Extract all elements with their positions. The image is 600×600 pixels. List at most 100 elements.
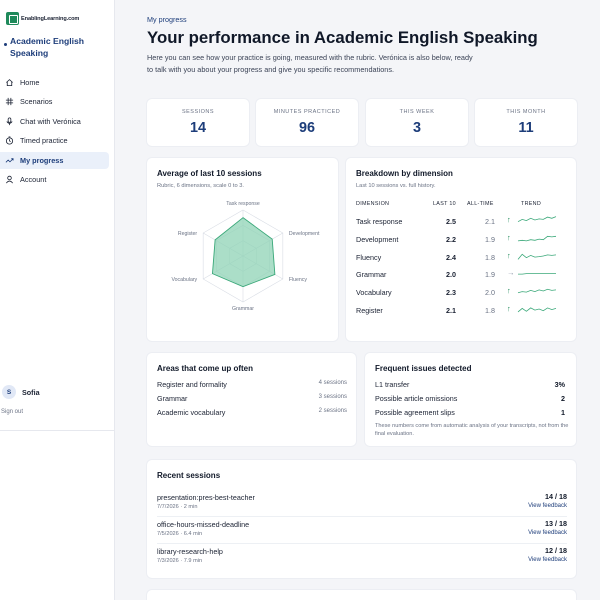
table-row: Grammar 2.0 1.9 → <box>356 268 566 282</box>
page-title: Your performance in Academic English Spe… <box>147 28 538 47</box>
list-item: Grammar 3 sessions <box>157 394 347 406</box>
course-dot-icon <box>4 43 7 46</box>
breakdown-subtitle: Last 10 sessions vs. full history. <box>356 183 436 189</box>
breakdown-title: Breakdown by dimension <box>356 169 453 178</box>
sparkline-series <box>518 273 556 275</box>
session-row[interactable]: office-hours-missed-deadline 7/5/2026 · … <box>157 518 567 544</box>
sidebar: EnablingLearning.com Academic English Sp… <box>0 0 115 600</box>
last10-value: 2.0 <box>446 270 456 279</box>
radar-card: Average of last 10 sessions Rubric, 6 di… <box>147 158 338 341</box>
dimension-name: Fluency <box>356 253 382 262</box>
radar-chart: Task response Development Fluency Grammar Vo… <box>171 201 319 312</box>
list-item: Academic vocabulary 2 sessions <box>157 408 347 420</box>
areas-title: Areas that come up often <box>157 364 254 373</box>
sparkline-series <box>517 235 557 242</box>
view-feedback-link[interactable]: View feedback <box>528 503 567 509</box>
sidebar-item-chat[interactable]: Chat with Verónica <box>0 113 109 130</box>
radar-subtitle: Rubric, 6 dimensions, scale 0 to 3. <box>157 183 244 189</box>
issue-name: L1 transfer <box>375 380 410 389</box>
session-meta: 7/5/2026 · 6.4 min <box>157 531 203 537</box>
area-name: Academic vocabulary <box>157 408 226 417</box>
sidebar-item-label: Chat with Verónica <box>20 116 81 126</box>
session-name: library-research-help <box>157 547 223 556</box>
sparkline <box>517 235 557 242</box>
stat-value: 96 <box>298 120 315 136</box>
issue-name: Possible agreement slips <box>375 408 455 417</box>
session-row[interactable]: presentation:pres-best-teacher 7/7/2026 … <box>157 491 567 517</box>
session-name: office-hours-missed-deadline <box>157 520 250 529</box>
stat-value: 3 <box>412 120 421 136</box>
list-item: Register and formality 4 sessions <box>157 380 347 392</box>
sidebar-item-label: Home <box>20 78 40 87</box>
sparkline <box>518 273 556 275</box>
view-feedback-link[interactable]: View feedback <box>528 530 567 536</box>
user-panel: S Sofia Sign out <box>0 385 115 415</box>
home-icon <box>5 78 14 87</box>
stat-card-this-month: THIS MONTH 11 <box>475 99 577 146</box>
last10-value: 2.2 <box>446 235 456 244</box>
area-count: 4 sessions <box>318 380 347 386</box>
last10-value: 2.5 <box>446 217 456 226</box>
sparkline-series <box>517 288 557 294</box>
sidebar-item-label: My progress <box>20 155 64 165</box>
view-feedback-link[interactable]: View feedback <box>528 557 567 563</box>
last10-value: 2.1 <box>446 306 456 315</box>
areas-card: Areas that come up often Register and fo… <box>147 353 356 446</box>
radar-series-area <box>211 217 276 288</box>
last10-value: 2.4 <box>446 253 456 262</box>
trend-up-icon: ↑ <box>507 233 511 242</box>
dimension-name: Grammar <box>356 270 387 279</box>
logo-icon <box>6 12 19 25</box>
radar-axis-label: Task response <box>226 201 260 207</box>
radar-axis-label: Vocabulary <box>171 277 197 283</box>
stat-label: THIS MONTH <box>506 109 546 115</box>
sign-out-link[interactable]: Sign out <box>1 409 24 415</box>
issue-name: Possible article omissions <box>375 394 458 403</box>
avatar: S <box>2 385 16 399</box>
area-name: Register and formality <box>157 380 227 389</box>
radar-axis-label: Fluency <box>289 277 308 283</box>
trend-up-icon: ↑ <box>507 286 511 295</box>
stat-card-minutes: MINUTES PRACTICED 96 <box>256 99 358 146</box>
area-count: 2 sessions <box>318 408 347 414</box>
session-score: 12 / 18 <box>545 546 567 555</box>
stat-card-this-week: THIS WEEK 3 <box>366 99 468 146</box>
sparkline <box>517 253 557 260</box>
brand-logo[interactable]: EnablingLearning.com <box>6 12 79 25</box>
user-profile[interactable]: S Sofia <box>0 385 115 399</box>
sidebar-item-home[interactable]: Home <box>0 74 109 91</box>
sidebar-item-label: Account <box>20 174 47 184</box>
session-meta: 7/3/2026 · 7.9 min <box>157 558 203 564</box>
sidebar-item-label: Timed practice <box>20 136 68 146</box>
sparkline-series <box>517 253 557 260</box>
next-card <box>147 590 576 600</box>
page-description: Here you can see how your practice is go… <box>147 53 473 75</box>
table-row: Development 2.2 1.9 ↑ <box>356 233 566 247</box>
list-item: L1 transfer 3% <box>375 380 565 392</box>
sidebar-nav: Home Scenarios Chat with Verónica Timed … <box>0 74 115 190</box>
trend-up-icon: ↑ <box>507 215 511 224</box>
sidebar-item-timed-practice[interactable]: Timed practice <box>0 132 109 149</box>
dimension-name: Register <box>356 306 383 315</box>
course-title: Academic English Speaking <box>10 36 85 58</box>
trend-up-icon: ↑ <box>507 304 511 313</box>
course-selector[interactable]: Academic English Speaking <box>4 35 112 59</box>
dimension-name: Task response <box>356 217 403 226</box>
issue-value: 1 <box>561 408 565 417</box>
session-row[interactable]: library-research-help 7/3/2026 · 7.9 min… <box>157 545 567 571</box>
sparkline <box>517 216 557 223</box>
table-row: Register 2.1 1.8 ↑ <box>356 304 566 318</box>
trend-flat-icon: → <box>507 268 515 277</box>
sidebar-item-my-progress[interactable]: My progress <box>0 151 109 169</box>
alltime-value: 1.8 <box>485 306 495 315</box>
dimension-name: Vocabulary <box>356 288 392 297</box>
breadcrumb: My progress <box>147 15 187 24</box>
sidebar-item-scenarios[interactable]: Scenarios <box>0 93 109 110</box>
sidebar-item-account[interactable]: Account <box>0 171 109 188</box>
stat-value: 14 <box>189 120 206 136</box>
list-item: Possible agreement slips 1 <box>375 408 565 420</box>
grid-icon <box>5 97 14 106</box>
dimension-name: Development <box>356 235 399 244</box>
stat-label: MINUTES PRACTICED <box>273 109 341 115</box>
breakdown-card: Breakdown by dimension Last 10 sessions … <box>346 158 576 341</box>
